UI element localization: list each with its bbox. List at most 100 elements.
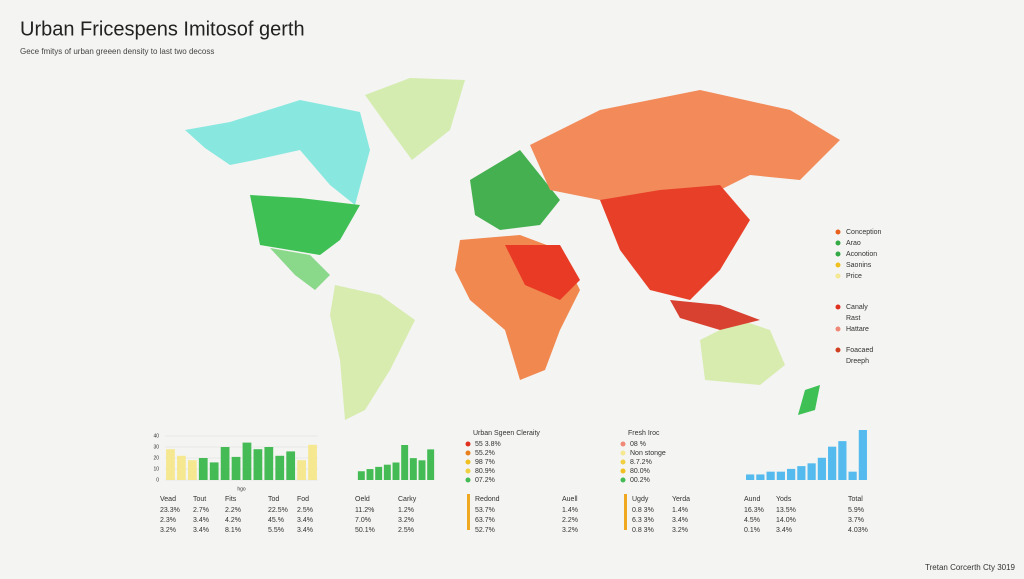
table-cell: 8.1%: [225, 527, 241, 534]
legend-swatch: [835, 240, 841, 246]
table-header: Auell: [562, 496, 578, 503]
table-cell: 0.1%: [744, 527, 760, 534]
table-header: Tod: [268, 496, 279, 503]
table-cell: 53.7%: [475, 507, 495, 514]
table-header: Ugdy: [632, 496, 649, 503]
table-cell: 2.5%: [398, 527, 414, 534]
table-header: Total: [848, 496, 863, 503]
world-map: [185, 78, 840, 420]
legend-label: Foacaed: [846, 347, 873, 354]
table-cell: 5.9%: [848, 507, 864, 514]
bar: [253, 449, 263, 480]
region: [505, 245, 580, 300]
subtitle: Gece fmitys of urban greeen density to l…: [20, 47, 214, 56]
list-label: 00.2%: [630, 477, 650, 484]
table-cell: 52.7%: [475, 527, 495, 534]
list-swatch: [465, 441, 471, 447]
table-header: Yods: [776, 496, 792, 503]
legend-label: Rast: [846, 315, 860, 322]
legend-label: Arao: [846, 240, 861, 247]
accent-bar: [624, 494, 627, 530]
legend-swatch: [835, 347, 841, 353]
list-label: 80.9%: [475, 468, 495, 475]
y-tick-label: 10: [153, 466, 159, 472]
table-header: Fod: [297, 496, 309, 503]
bar: [828, 446, 837, 480]
legend-label: Price: [846, 273, 862, 280]
bar: [776, 471, 785, 480]
table-cell: 3.2%: [398, 517, 414, 524]
bar: [418, 460, 426, 480]
table-cell: 3.4%: [297, 527, 313, 534]
table-cell: 3.4%: [193, 527, 209, 534]
bar: [220, 447, 230, 480]
accent-bar: [467, 494, 470, 530]
bar: [286, 451, 296, 480]
bar: [242, 442, 252, 480]
region: [250, 195, 360, 255]
table-cell: 1.2%: [398, 507, 414, 514]
table-cell: 0.8 3%: [632, 527, 654, 534]
legend-label: Canaly: [846, 304, 868, 311]
bar: [198, 458, 208, 480]
bar: [858, 430, 867, 480]
table-cell: 50.1%: [355, 527, 375, 534]
list-title: Fresh Iroc: [628, 430, 660, 437]
table-cell: 3.2%: [562, 527, 578, 534]
list-swatch: [620, 477, 626, 483]
table-cell: 2.2%: [562, 517, 578, 524]
bar: [166, 449, 175, 480]
table-cell: 16.3%: [744, 507, 764, 514]
table-cell: 2.7%: [193, 507, 209, 514]
bottom-panel: 0 10 20 30 40 hgo Urban Sgeen Cleraity 55 3.8% 5…: [153, 430, 867, 534]
table-header: Yerda: [672, 496, 690, 503]
bar: [392, 462, 400, 480]
table-cell: 63.7%: [475, 517, 495, 524]
legend-label: Dreeph: [846, 358, 869, 365]
region: [330, 285, 415, 420]
bar: [209, 462, 219, 480]
table-header: Tout: [193, 496, 206, 503]
legend-label: Aconotion: [846, 251, 877, 258]
table-cell: 3.2%: [160, 527, 176, 534]
list-swatch: [620, 468, 626, 474]
list-swatch: [620, 450, 626, 456]
table-cell: 2.2%: [225, 507, 241, 514]
table-header: Carky: [398, 496, 417, 503]
bar: [375, 466, 383, 480]
region: [365, 78, 465, 160]
table-cell: 2.5%: [297, 507, 313, 514]
table-cell: 11.2%: [355, 507, 374, 514]
region: [798, 385, 820, 415]
table-cell: 7.0%: [355, 517, 371, 524]
list-label: Non stonge: [630, 450, 666, 457]
list-label: 55.2%: [475, 450, 495, 457]
bar: [187, 460, 197, 480]
table-cell: 23.3%: [160, 507, 180, 514]
table-cell: 45.%: [268, 517, 284, 524]
list-swatch: [620, 441, 626, 447]
region: [470, 150, 560, 230]
list-swatch: [465, 468, 471, 474]
table-header: Redond: [475, 496, 500, 503]
bar: [231, 456, 241, 480]
list-label: 8.7.2%: [630, 459, 652, 466]
bar: [264, 447, 274, 480]
bar: [275, 455, 285, 480]
bar: [357, 471, 365, 480]
list-title: Urban Sgeen Cleraity: [473, 430, 540, 437]
table-cell: 2.3%: [160, 517, 176, 524]
table-cell: 3.4%: [672, 517, 688, 524]
region: [670, 300, 760, 330]
region: [270, 248, 330, 290]
list-swatch: [465, 459, 471, 465]
bar: [401, 445, 409, 480]
table-cell: 3.2%: [672, 527, 688, 534]
footer: Tretan Corcerth Cty 3019: [925, 563, 1016, 572]
table-header: Vead: [160, 496, 176, 503]
y-tick-label: 40: [153, 433, 159, 439]
region: [185, 100, 370, 205]
bar: [308, 444, 317, 480]
bar: [838, 441, 847, 480]
